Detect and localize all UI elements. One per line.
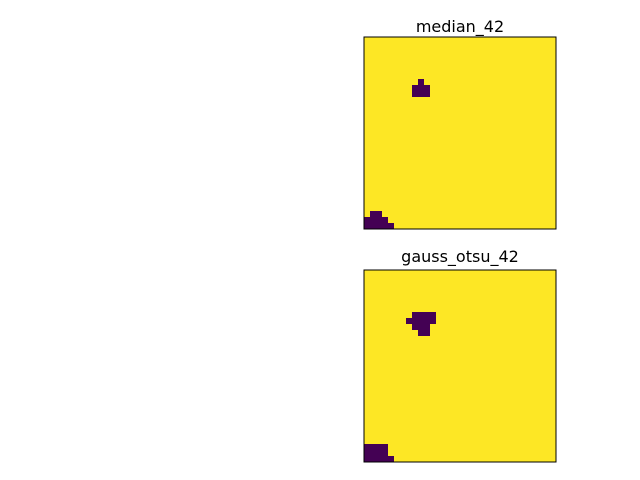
heatmap-gauss-otsu-42 [364, 270, 556, 462]
heatmap-region-0 [418, 79, 424, 85]
panel-title-median-42: median_42 [416, 17, 504, 37]
axes-frame-gauss-otsu-42 [363, 269, 557, 463]
heatmap-region-1 [406, 318, 436, 324]
heatmap-region-3 [364, 217, 388, 223]
heatmap-region-4 [364, 223, 394, 229]
heatmap-region-4 [364, 444, 388, 456]
heatmap-region-3 [418, 330, 430, 336]
heatmap-region-1 [412, 85, 430, 97]
panel-title-gauss-otsu-42: gauss_otsu_42 [401, 247, 519, 267]
heatmap-region-2 [412, 324, 430, 330]
heatmap-region-2 [370, 211, 382, 217]
panel-gauss-otsu-42: gauss_otsu_42 [363, 247, 557, 463]
heatmap-background [364, 270, 556, 462]
heatmap-region-0 [412, 312, 436, 318]
heatmap-median-42 [364, 37, 556, 229]
panel-median-42: median_42 [363, 17, 557, 230]
heatmap-background [364, 37, 556, 229]
axes-frame-median-42 [363, 36, 557, 230]
heatmap-region-5 [364, 456, 394, 462]
